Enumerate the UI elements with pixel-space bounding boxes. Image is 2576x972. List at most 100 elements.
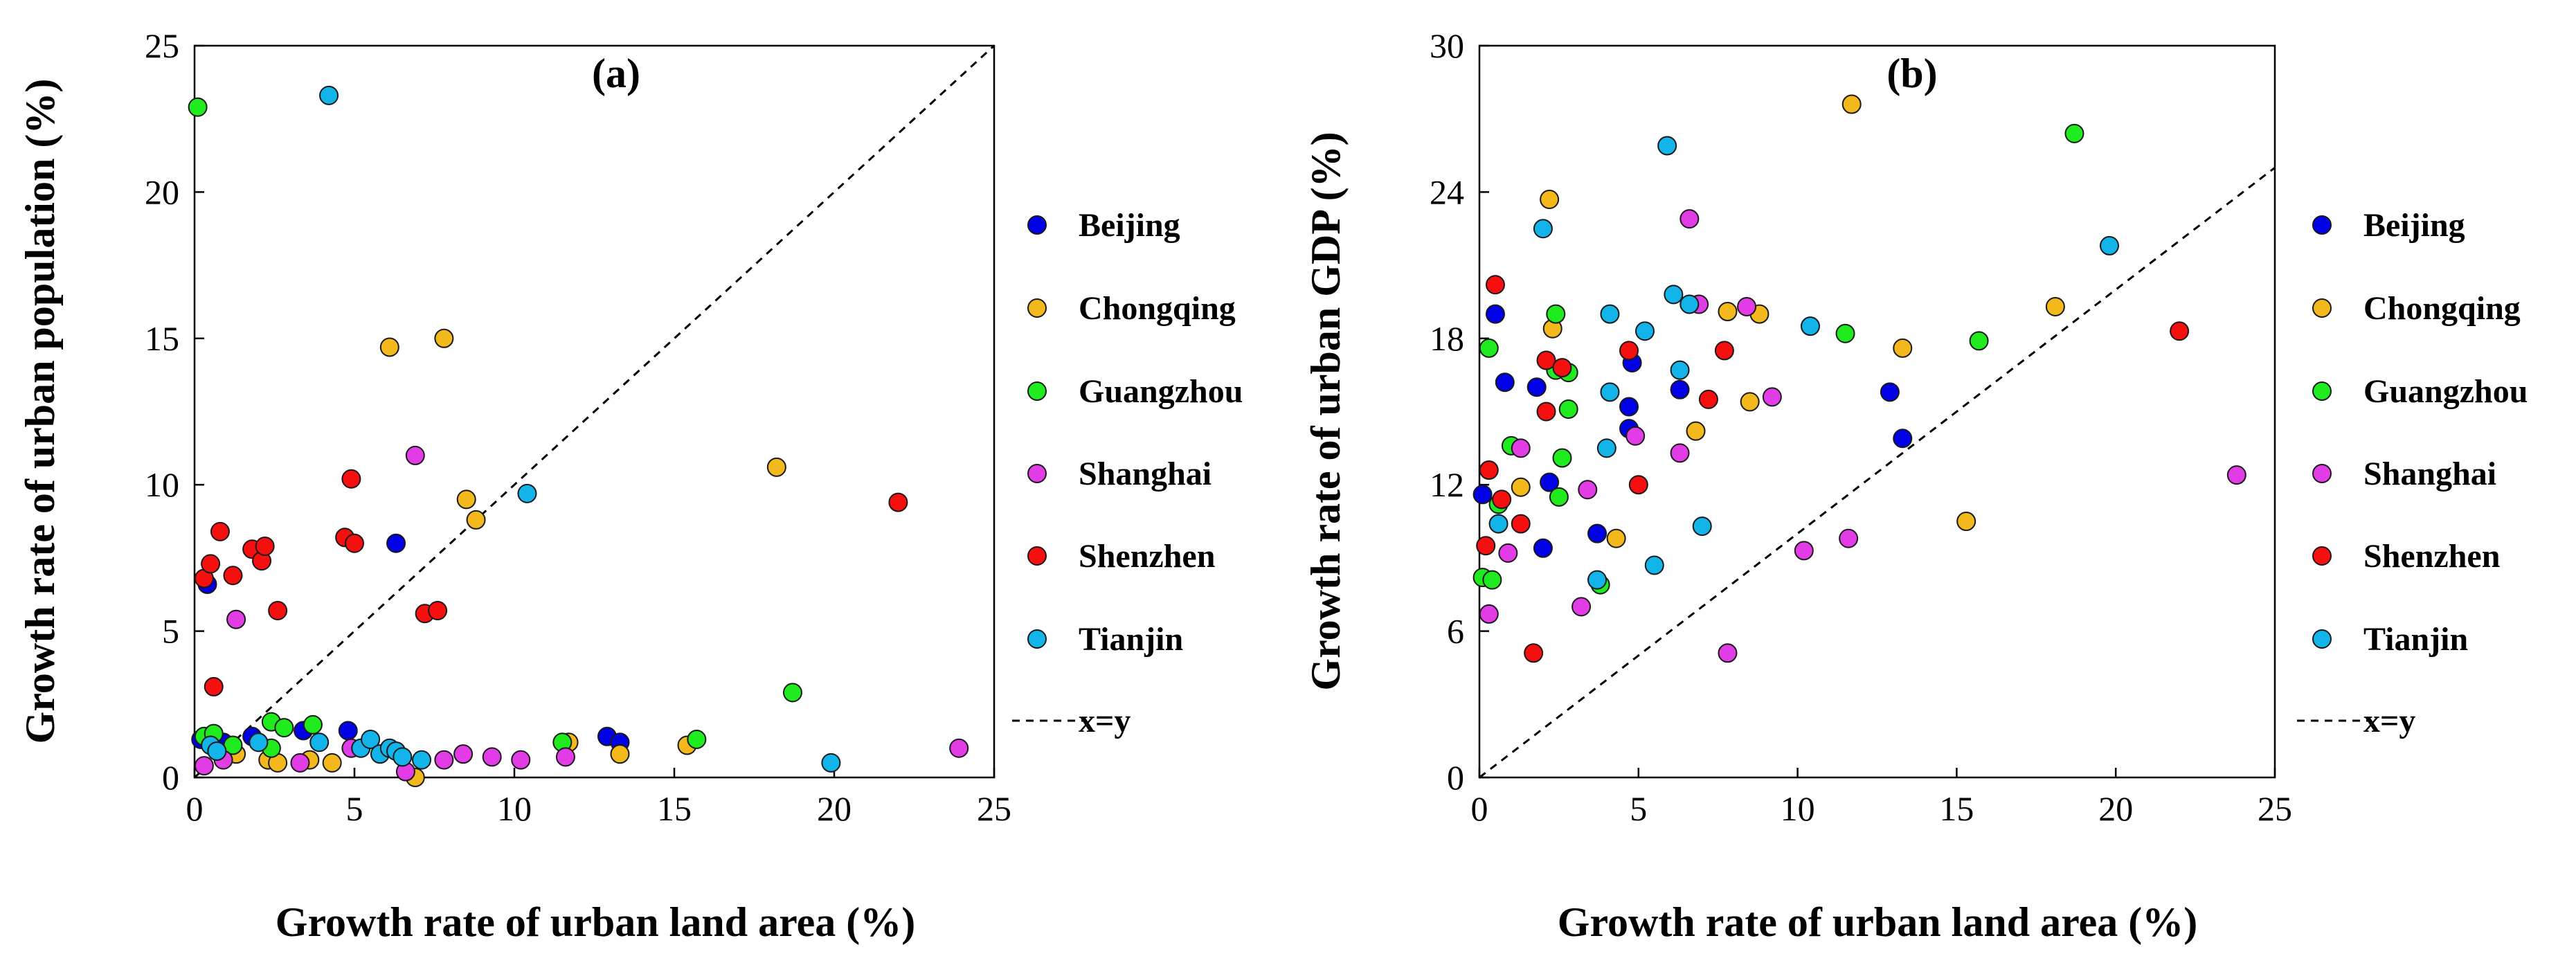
point-shanghai [1578,480,1598,500]
panel-a-plot-frame [193,44,996,779]
y-tick-label: 10 [145,465,179,504]
point-guangzhou [274,718,294,738]
point-shenzhen [345,533,364,553]
point-tianjin [1600,304,1620,324]
point-shanghai [1794,541,1814,561]
point-guangzhou [1549,487,1569,507]
point-shanghai [194,756,214,776]
point-tianjin [1657,136,1677,156]
point-shenzhen [1492,489,1512,510]
x-tick-label: 15 [1939,789,1974,828]
point-shenzhen [223,566,243,586]
point-shanghai [1679,209,1700,229]
legend-marker-guangzhou [1027,381,1047,401]
y-tick-label: 25 [145,26,179,65]
point-shanghai [1670,443,1690,463]
legend-label-chongqing: Chongqing [2363,290,2521,327]
point-guangzhou [1552,448,1572,468]
point-tianjin [1800,316,1820,336]
point-shanghai [1479,604,1499,624]
x-tick-label: 10 [1781,789,1815,828]
y-tick-label: 5 [162,612,179,651]
x-tick-label: 0 [1471,789,1488,828]
point-tianjin [1587,570,1607,590]
x-tick-label: 0 [186,789,204,828]
legend-label-xy: x=y [1079,703,1131,739]
y-tick-label: 20 [145,172,179,211]
x-tick-label: 5 [346,789,363,828]
legend-label-tianjin: Tianjin [2363,621,2468,658]
point-tianjin [412,750,432,770]
legend-marker-tianjin [2312,629,2332,649]
point-shanghai [1498,543,1518,563]
point-shanghai [1571,597,1592,617]
point-shanghai [1718,643,1738,663]
y-tick-label: 30 [1430,26,1464,65]
legend-label-xy: x=y [2363,703,2415,739]
y-tick-label: 6 [1447,612,1464,651]
point-shanghai [290,753,310,773]
panel-a-points [188,85,969,787]
x-tick-label: 5 [1630,789,1647,828]
legend-marker-beijing [1027,215,1047,235]
point-chongqing [766,457,786,477]
point-shenzhen [204,676,224,696]
point-chongqing [379,337,399,357]
point-chongqing [1686,421,1706,441]
point-chongqing [610,744,630,764]
legend-label-shanghai: Shanghai [2363,456,2496,492]
point-shanghai [405,445,425,465]
point-beijing [1540,472,1560,492]
x-tick-label: 20 [2098,789,2133,828]
panel-b-xy-reference-line [1479,166,2276,779]
point-shenzhen [1619,341,1639,361]
legend-marker-shanghai [1027,464,1047,483]
panel-a: 0 5 10 15 20 25 0 5 10 15 20 25 (a) Growth rate of… [17,26,1243,945]
point-shenzhen [1536,402,1556,422]
point-tianjin [1670,360,1690,380]
point-beijing [1880,382,1900,402]
point-tianjin [821,753,841,773]
point-tianjin [1679,294,1700,314]
point-chongqing [1511,477,1531,497]
panel-a-xy-reference-line [193,44,996,779]
point-chongqing [466,510,486,530]
point-shenzhen [268,601,288,621]
point-shanghai [1839,528,1859,548]
point-beijing [1670,379,1690,399]
point-shanghai [1762,387,1782,407]
legend-label-beijing: Beijing [2363,207,2465,244]
point-tianjin [207,741,227,761]
point-shanghai [949,738,969,758]
legend-label-guangzhou: Guangzhou [2363,373,2528,410]
point-guangzhou [1546,304,1566,324]
point-beijing [1893,429,1913,449]
panel-a-y-axis-title: Growth rate of urban population (%) [17,79,63,744]
point-shenzhen [2170,321,2190,341]
point-tianjin [1664,285,1684,305]
panel-a-legend: Beijing Chongqing Guangzhou Shanghai Shenzhe… [1012,207,1243,739]
point-beijing [1587,523,1607,543]
point-guangzhou [687,730,707,750]
point-beijing [1472,485,1493,505]
point-tianjin [1600,382,1620,402]
x-tick-label: 20 [817,789,852,828]
panel-a-x-axis-title: Growth rate of urban land area (%) [276,899,915,945]
panel-a-tag: (a) [592,51,640,96]
point-guangzhou [1558,399,1578,419]
panel-b-y-ticks: 0 6 12 18 24 30 [1430,26,1489,797]
point-beijing [1526,377,1547,397]
point-shenzhen [888,492,908,512]
legend-marker-chongqing [1027,298,1047,318]
point-tianjin [1634,321,1655,341]
legend-marker-guangzhou [2312,381,2332,401]
point-tianjin [309,732,330,753]
point-shanghai [453,744,474,764]
point-chongqing [1841,94,1862,114]
point-chongqing [1540,189,1560,209]
point-chongqing [1718,302,1738,322]
point-chongqing [456,489,476,510]
point-tianjin [1596,438,1616,458]
point-chongqing [1740,392,1760,412]
